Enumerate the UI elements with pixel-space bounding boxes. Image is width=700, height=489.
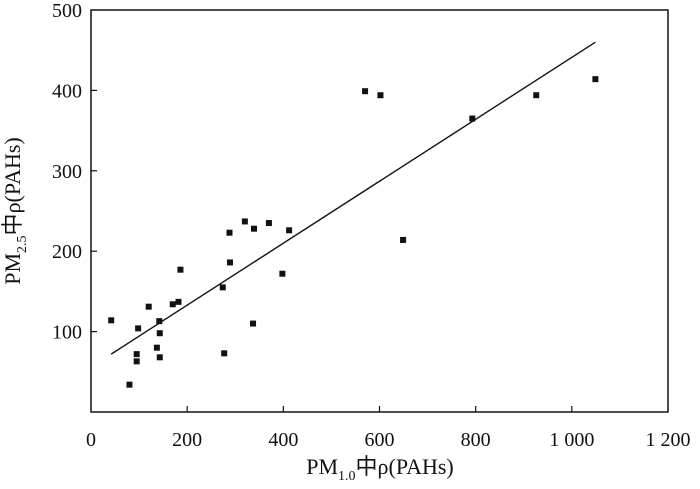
y-axis-title-subscript: 2.5 bbox=[15, 235, 30, 253]
data-points bbox=[108, 76, 599, 388]
x-tick-label: 800 bbox=[461, 429, 491, 451]
x-axis-title-prefix: PM bbox=[306, 454, 338, 479]
data-point bbox=[250, 320, 257, 327]
data-point bbox=[133, 351, 140, 358]
data-point bbox=[219, 284, 226, 291]
data-point bbox=[533, 92, 540, 99]
data-point bbox=[133, 358, 140, 365]
data-point bbox=[226, 229, 233, 236]
x-tick-label: 1 200 bbox=[646, 429, 691, 451]
trendline-group bbox=[110, 41, 596, 355]
data-point bbox=[108, 317, 115, 324]
x-tick-label: 600 bbox=[365, 429, 395, 451]
data-point bbox=[156, 354, 163, 361]
data-point bbox=[251, 225, 258, 232]
y-axis-title-prefix: PM bbox=[0, 253, 25, 285]
data-point bbox=[400, 236, 407, 243]
data-point bbox=[221, 350, 228, 357]
y-tick-label: 100 bbox=[52, 322, 82, 344]
data-point bbox=[145, 303, 152, 310]
plot-frame bbox=[90, 9, 669, 413]
x-axis-title-suffix: 中ρ(PAHs) bbox=[356, 454, 454, 479]
data-point bbox=[169, 301, 176, 308]
data-point bbox=[156, 330, 163, 337]
data-point bbox=[377, 92, 384, 99]
data-point bbox=[175, 298, 182, 305]
x-tick-label: 200 bbox=[172, 429, 202, 451]
x-axis-ticks: 0 200 400 600 800 1 000 1 200 bbox=[86, 406, 691, 451]
data-point bbox=[362, 88, 369, 95]
y-axis-ticks: 100 200 300 400 500 bbox=[52, 0, 97, 344]
y-tick-label: 200 bbox=[52, 241, 82, 263]
data-point bbox=[226, 259, 233, 266]
y-tick-label: 500 bbox=[52, 0, 82, 22]
y-axis-title-suffix: 中ρ(PAHs) bbox=[0, 137, 25, 235]
y-tick-label: 300 bbox=[52, 161, 82, 183]
data-point bbox=[241, 218, 248, 225]
data-point bbox=[469, 115, 476, 122]
data-point bbox=[126, 381, 133, 388]
y-tick-label: 400 bbox=[52, 80, 82, 102]
data-point bbox=[286, 227, 293, 234]
data-point bbox=[592, 76, 599, 83]
x-tick-label: 0 bbox=[86, 429, 96, 451]
x-axis-title-subscript: 1.0 bbox=[338, 469, 356, 484]
data-point bbox=[156, 318, 163, 325]
data-point bbox=[177, 266, 184, 273]
trendline bbox=[110, 41, 596, 355]
data-point bbox=[265, 220, 272, 227]
x-tick-label: 1 000 bbox=[549, 429, 594, 451]
data-point bbox=[279, 270, 286, 277]
data-point bbox=[135, 325, 142, 332]
data-point bbox=[153, 344, 160, 351]
x-axis-title: PM1.0中ρ(PAHs) bbox=[306, 454, 453, 484]
x-tick-label: 400 bbox=[268, 429, 298, 451]
y-axis-title: PM2.5中ρ(PAHs) bbox=[0, 137, 30, 284]
